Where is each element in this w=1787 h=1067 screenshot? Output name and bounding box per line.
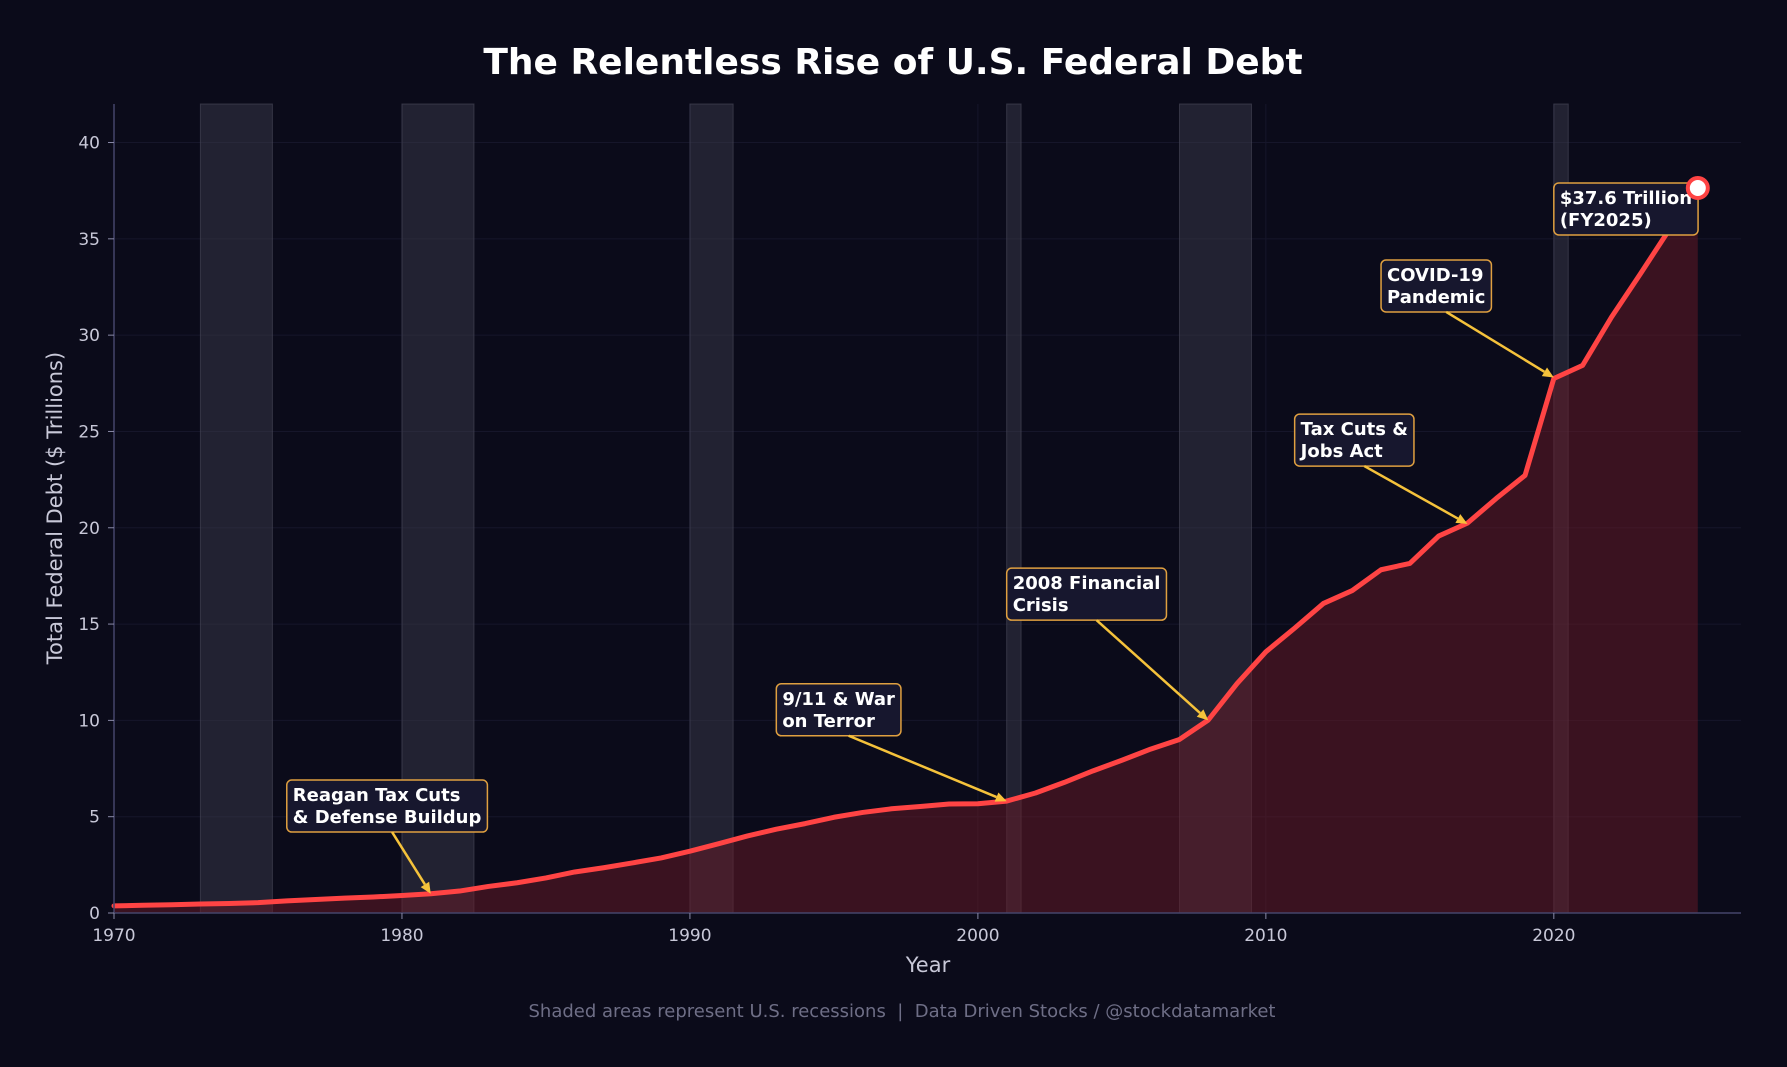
annotation-arrow (848, 734, 998, 799)
x-tick-label: 1970 (92, 926, 135, 946)
annotation-text: Jobs Act (1299, 441, 1384, 462)
annotation-text: $37.6 Trillion (1560, 188, 1692, 209)
annotation-text: & Defense Buildup (293, 807, 482, 828)
annotation-text: (FY2025) (1560, 210, 1652, 231)
x-tick-label: 2020 (1532, 926, 1575, 946)
annotation-text: Reagan Tax Cuts (293, 785, 461, 806)
x-axis-label: Year (905, 953, 951, 977)
arrow-head (1196, 709, 1209, 721)
x-tick-label: 2000 (956, 926, 999, 946)
y-tick-label: 30 (78, 326, 100, 346)
annotation-reagan: Reagan Tax Cuts& Defense Buildup (286, 779, 489, 894)
footnote: Shaded areas represent U.S. recessions |… (528, 1001, 1275, 1022)
annotation-box (1293, 413, 1415, 467)
debt-area (114, 187, 1698, 914)
y-tick-label: 40 (78, 134, 100, 154)
y-tick-label: 25 (78, 422, 100, 442)
annotation-arrow (391, 831, 426, 886)
annotation-box (775, 683, 902, 737)
annotations: Reagan Tax Cuts& Defense Buildup 9/11 & W… (286, 182, 1699, 894)
annotation-text: Tax Cuts & (1301, 419, 1408, 440)
annotation-box (286, 779, 489, 833)
annotation-text: COVID-19 (1387, 265, 1483, 286)
debt-line (111, 185, 1701, 909)
recession-band (1006, 103, 1022, 914)
endpoint-group (1685, 175, 1710, 200)
y-tick-label: 0 (89, 904, 100, 924)
recession-band (689, 103, 734, 914)
annotation-text: 2008 Financial (1013, 573, 1161, 594)
arrow-head (1455, 514, 1468, 524)
annotation-arrow (1095, 619, 1201, 714)
annotation-box (1553, 182, 1699, 236)
debt-line-group (111, 185, 1701, 909)
chart-title: The Relentless Rise of U.S. Federal Debt (483, 42, 1302, 83)
annotation-text: on Terror (782, 711, 875, 732)
annotation-text: Crisis (1013, 595, 1069, 616)
annotation-arrow (1445, 310, 1546, 373)
x-tick-label: 1980 (380, 926, 423, 946)
annotation-text: Pandemic (1387, 287, 1485, 308)
x-ticks: 1970 1980 1990 2000 2010 2020 (92, 913, 1575, 946)
x-tick-label: 1990 (668, 926, 711, 946)
y-tick-label: 5 (89, 808, 100, 828)
annotation-box (1380, 259, 1493, 313)
annotation-latest: $37.6 Trillion(FY2025) (1553, 182, 1699, 236)
endpoint-marker (1685, 175, 1710, 200)
y-axis-label: Total Federal Debt ($ Trillions) (43, 352, 67, 665)
recession-band (199, 103, 273, 914)
debt-area-fill (114, 187, 1698, 914)
annotation-tcja: Tax Cuts &Jobs Act (1293, 413, 1468, 524)
annotation-box (1005, 567, 1168, 621)
annotation-text: 9/11 & War (782, 689, 895, 710)
arrow-head (1541, 367, 1554, 378)
y-tick-label: 10 (78, 711, 100, 731)
y-tick-label: 15 (78, 615, 100, 635)
y-tick-label: 20 (78, 519, 100, 539)
y-tick-label: 35 (78, 230, 100, 250)
x-tick-label: 2010 (1244, 926, 1287, 946)
arrow-head (420, 881, 431, 894)
arrow-head (994, 792, 1007, 802)
annotation-arrow (1363, 464, 1459, 520)
y-ticks: 0 5 10 15 20 25 30 35 40 (78, 134, 114, 924)
